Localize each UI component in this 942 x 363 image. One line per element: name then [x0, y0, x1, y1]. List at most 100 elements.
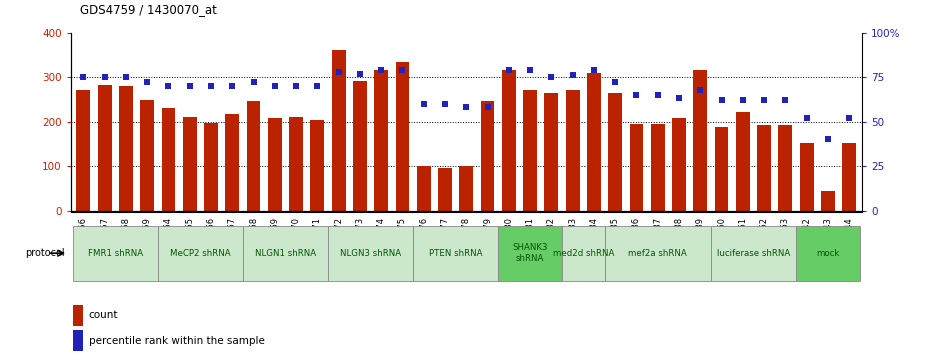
- Bar: [609, 93, 622, 211]
- Bar: [162, 108, 175, 211]
- Bar: [374, 70, 388, 211]
- Point: [416, 101, 431, 107]
- Text: count: count: [89, 310, 118, 320]
- Bar: [73, 305, 83, 326]
- Text: mef2a shRNA: mef2a shRNA: [628, 249, 687, 258]
- Bar: [523, 90, 537, 211]
- Bar: [73, 226, 158, 281]
- Bar: [778, 125, 792, 211]
- Bar: [629, 124, 643, 211]
- Bar: [416, 166, 430, 211]
- Bar: [98, 85, 111, 211]
- Text: protocol: protocol: [25, 248, 65, 258]
- Point: [778, 97, 793, 103]
- Bar: [562, 226, 605, 281]
- Text: mock: mock: [816, 249, 839, 258]
- Point: [288, 83, 303, 89]
- Bar: [328, 226, 414, 281]
- Bar: [502, 70, 515, 211]
- Text: luciferase shRNA: luciferase shRNA: [717, 249, 790, 258]
- Bar: [268, 118, 282, 211]
- Bar: [566, 90, 579, 211]
- Bar: [693, 70, 707, 211]
- Point: [586, 67, 601, 73]
- Point: [97, 74, 112, 80]
- Point: [544, 74, 559, 80]
- Point: [629, 92, 644, 98]
- Bar: [158, 226, 243, 281]
- Text: GDS4759 / 1430070_at: GDS4759 / 1430070_at: [80, 3, 217, 16]
- Bar: [587, 73, 601, 211]
- Bar: [800, 143, 814, 211]
- Bar: [247, 101, 261, 211]
- Bar: [332, 50, 346, 211]
- Point: [501, 67, 516, 73]
- Bar: [498, 226, 562, 281]
- Point: [799, 115, 814, 121]
- Bar: [821, 191, 835, 211]
- Bar: [140, 100, 154, 211]
- Point: [523, 67, 538, 73]
- Point: [139, 79, 154, 85]
- Point: [736, 97, 751, 103]
- Bar: [605, 226, 711, 281]
- Bar: [736, 112, 750, 211]
- Bar: [796, 226, 860, 281]
- Bar: [119, 86, 133, 211]
- Point: [352, 71, 367, 77]
- Point: [672, 95, 687, 101]
- Bar: [204, 123, 218, 211]
- Bar: [757, 125, 771, 211]
- Point: [310, 83, 325, 89]
- Bar: [353, 81, 366, 211]
- Bar: [414, 226, 498, 281]
- Point: [182, 83, 197, 89]
- Point: [332, 69, 347, 75]
- Text: MeCP2 shRNA: MeCP2 shRNA: [171, 249, 231, 258]
- Point: [374, 67, 389, 73]
- Text: NLGN3 shRNA: NLGN3 shRNA: [340, 249, 401, 258]
- Bar: [480, 101, 495, 211]
- Point: [203, 83, 219, 89]
- Point: [76, 74, 91, 80]
- Bar: [243, 226, 328, 281]
- Point: [395, 67, 410, 73]
- Bar: [715, 127, 728, 211]
- Point: [692, 87, 707, 93]
- Point: [565, 73, 580, 78]
- Point: [650, 92, 665, 98]
- Point: [161, 83, 176, 89]
- Point: [820, 136, 836, 142]
- Point: [714, 97, 729, 103]
- Point: [480, 105, 495, 110]
- Bar: [438, 168, 452, 211]
- Text: PTEN shRNA: PTEN shRNA: [429, 249, 482, 258]
- Point: [608, 79, 623, 85]
- Point: [119, 74, 134, 80]
- Point: [841, 115, 856, 121]
- Point: [246, 79, 261, 85]
- Text: SHANK3
shRNA: SHANK3 shRNA: [512, 244, 548, 263]
- Bar: [73, 330, 83, 351]
- Bar: [396, 62, 410, 211]
- Text: FMR1 shRNA: FMR1 shRNA: [88, 249, 143, 258]
- Text: percentile rank within the sample: percentile rank within the sample: [89, 336, 265, 346]
- Text: NLGN1 shRNA: NLGN1 shRNA: [255, 249, 317, 258]
- Point: [437, 101, 452, 107]
- Point: [268, 83, 283, 89]
- Bar: [311, 120, 324, 211]
- Bar: [651, 124, 665, 211]
- Bar: [842, 143, 856, 211]
- Point: [756, 97, 771, 103]
- Bar: [672, 118, 686, 211]
- Bar: [225, 114, 239, 211]
- Point: [459, 105, 474, 110]
- Bar: [183, 117, 197, 211]
- Point: [225, 83, 240, 89]
- Bar: [289, 117, 303, 211]
- Bar: [711, 226, 796, 281]
- Text: med2d shRNA: med2d shRNA: [553, 249, 614, 258]
- Bar: [544, 93, 559, 211]
- Bar: [460, 166, 473, 211]
- Bar: [76, 90, 90, 211]
